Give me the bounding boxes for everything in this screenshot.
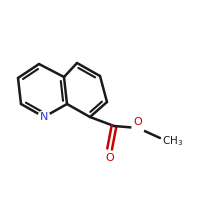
Text: O: O: [134, 117, 142, 127]
Circle shape: [38, 111, 50, 123]
Text: O: O: [105, 153, 114, 163]
Text: CH$_3$: CH$_3$: [162, 134, 183, 148]
Text: N: N: [40, 112, 48, 122]
Circle shape: [132, 122, 144, 134]
Circle shape: [104, 152, 116, 164]
